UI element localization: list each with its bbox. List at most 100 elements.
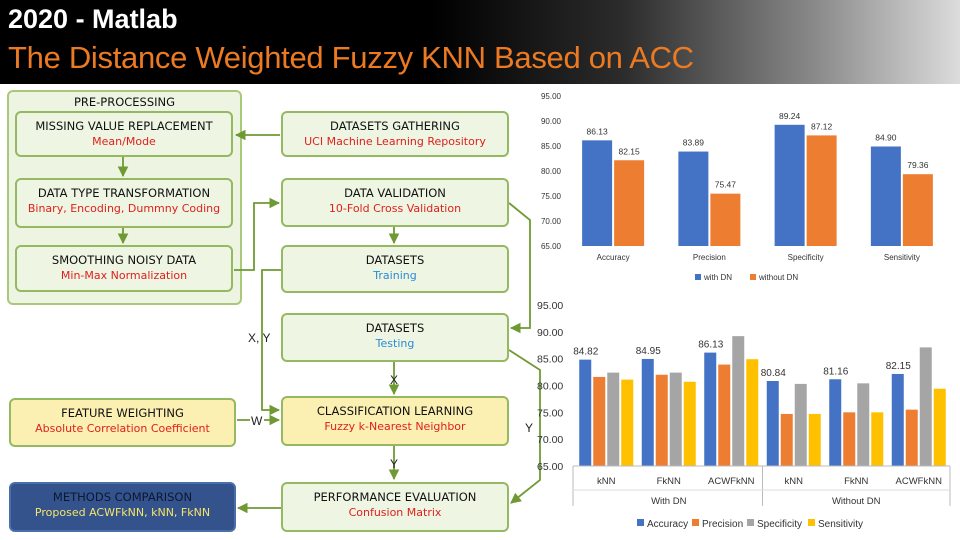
y-tick-label: 65.00 [537, 461, 563, 473]
bar-without-dn [902, 174, 933, 246]
bar-sensitivity [621, 379, 634, 466]
bar-without-dn [710, 193, 741, 246]
legend-swatch [747, 519, 754, 526]
box-classification-learning: CLASSIFICATION LEARNING Fuzzy k-Nearest … [281, 396, 509, 446]
label-y-right: Y [525, 421, 533, 435]
x-tick-label: Precision [693, 253, 726, 262]
y-tick-label: 80.00 [541, 167, 562, 176]
bar-accuracy [641, 358, 654, 466]
box-gather-sub: UCI Machine Learning Repository [304, 135, 486, 148]
box-validation-title: DATA VALIDATION [344, 186, 446, 200]
bar-precision [843, 412, 856, 466]
y-tick-label: 70.00 [537, 434, 563, 446]
legend-label: with DN [703, 273, 732, 282]
preprocessing-title: PRE-PROCESSING [73, 95, 176, 109]
y-tick-label: 85.00 [541, 142, 562, 151]
bar-accuracy [829, 379, 842, 466]
y-tick-label: 80.00 [537, 381, 563, 393]
bar-specificity [732, 336, 745, 466]
data-label: 83.89 [683, 138, 705, 148]
y-tick-label: 95.00 [537, 300, 563, 312]
chart-bottom: 65.00 70.00 75.00 80.00 85.00 90.00 95.00 84.82… [537, 300, 951, 530]
box-gather-title: DATASETS GATHERING [330, 119, 460, 133]
box-dtype-title: DATA TYPE TRANSFORMATION [37, 186, 211, 200]
bar-accuracy [579, 359, 592, 466]
legend-swatch [692, 519, 699, 526]
bar-precision [655, 374, 668, 466]
data-label: 82.15 [886, 361, 911, 372]
group-label: With DN [651, 496, 687, 507]
box-data-type: DATA TYPE TRANSFORMATION Binary, Encodin… [15, 178, 233, 228]
title-banner: 2020 - Matlab The Distance Weighted Fuzz… [0, 0, 960, 84]
legend-swatch [637, 519, 644, 526]
label-w: W [251, 414, 263, 428]
banner-title: The Distance Weighted Fuzzy KNN Based on… [8, 40, 694, 75]
bar-sensitivity [808, 413, 821, 466]
data-label: 79.36 [907, 160, 929, 170]
bar-sensitivity [746, 359, 759, 466]
data-label: 89.24 [779, 111, 801, 121]
y-tick-label: 85.00 [537, 354, 563, 366]
x-tick-label: ACWFkNN [896, 476, 943, 487]
bar-sensitivity [871, 412, 884, 466]
box-missing-value: MISSING VALUE REPLACEMENT Mean/Mode [15, 111, 233, 157]
bar-accuracy [891, 373, 904, 466]
legend-label: Specificity [757, 519, 802, 530]
data-label: 84.95 [636, 346, 661, 357]
legend-label: without DN [758, 273, 798, 282]
y-tick-label: 75.00 [541, 192, 562, 201]
x-tick-label: Accuracy [597, 253, 630, 262]
bar-accuracy [704, 352, 717, 466]
bar-accuracy [766, 380, 779, 466]
box-dtype-sub: Binary, Encoding, Dummny Coding [27, 202, 221, 215]
label-xy: X, Y [248, 331, 270, 345]
bar-with-dn [870, 146, 901, 246]
bar-specificity [794, 383, 807, 466]
bar-specificity [669, 372, 682, 466]
banner-year-tool: 2020 - Matlab [8, 4, 178, 34]
data-label: 80.84 [761, 368, 786, 379]
box-smoothing: SMOOTHING NOISY DATA Min-Max Normalizati… [15, 245, 233, 292]
bar-with-dn [678, 151, 709, 246]
y-tick-label: 95.00 [541, 92, 562, 101]
box-classification-title: CLASSIFICATION LEARNING [316, 404, 474, 418]
x-tick-label: kNN [785, 476, 804, 487]
box-testing-sub: Testing [375, 337, 415, 350]
bar-specificity [607, 372, 620, 466]
chart-top: 65.00 70.00 75.00 80.00 85.00 90.00 95.00 86.13… [541, 92, 933, 282]
bar-precision [780, 413, 793, 466]
bar-precision [905, 409, 918, 466]
box-datasets-testing: DATASETS Testing [281, 313, 509, 362]
bar-without-dn [806, 135, 837, 246]
arrow-testing-to-performance [508, 349, 541, 504]
box-performance-evaluation: PERFORMANCE EVALUATION Confusion Matrix [281, 482, 509, 532]
bar-precision [593, 376, 606, 466]
box-feature-weighting: FEATURE WEIGHTING Absolute Correlation C… [9, 398, 236, 447]
x-tick-label: FkNN [844, 476, 868, 487]
x-tick-label: Specificity [788, 253, 824, 262]
box-data-validation: DATA VALIDATION 10-Fold Cross Validation [281, 178, 509, 227]
data-label: 75.47 [715, 180, 737, 190]
box-performance-sub: Confusion Matrix [348, 506, 442, 519]
box-missing-sub: Mean/Mode [92, 135, 156, 148]
x-tick-label: FkNN [657, 476, 681, 487]
label-y-mid: Y [390, 457, 398, 471]
box-training-title: DATASETS [365, 253, 425, 267]
data-label: 84.82 [573, 347, 598, 358]
y-tick-label: 90.00 [537, 327, 563, 339]
box-comparison-sub: Proposed ACWFkNN, kNN, FkNN [34, 506, 211, 519]
y-tick-label: 65.00 [541, 242, 562, 251]
legend-label: Precision [702, 519, 743, 530]
label-bg-w [250, 413, 264, 428]
bar-with-dn [582, 140, 613, 246]
box-performance-title: PERFORMANCE EVALUATION [313, 490, 477, 504]
y-tick-label: 70.00 [541, 217, 562, 226]
box-validation-sub: 10-Fold Cross Validation [328, 202, 462, 215]
box-smooth-title: SMOOTHING NOISY DATA [51, 253, 197, 267]
box-smooth-sub: Min-Max Normalization [60, 269, 188, 282]
bar-precision [718, 364, 731, 466]
arrow-training-to-classification [261, 269, 281, 416]
data-label: 87.12 [811, 121, 833, 131]
box-feature-title: FEATURE WEIGHTING [61, 406, 184, 420]
